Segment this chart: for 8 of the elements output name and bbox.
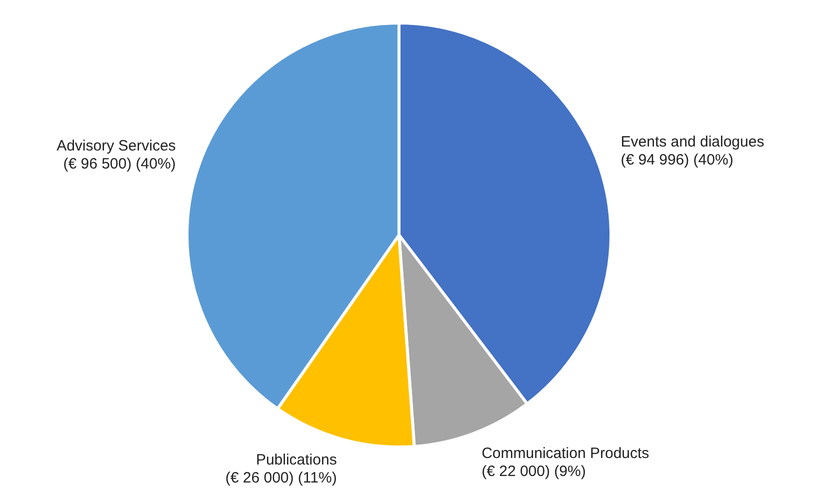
slice-label: Publications [256,452,337,469]
slice-label: Communication Products [482,444,650,462]
data-label: (€ 26 000) (11%) [225,470,337,487]
slice-label: Advisory Services [56,138,176,155]
data-label: (€ 94 996) (40%) [620,151,734,168]
data-label: (€ 96 500) (40%) [63,156,176,173]
data-label: (€ 22 000) (9%) [482,462,586,480]
slice-label: Events and dialogues [620,133,764,150]
